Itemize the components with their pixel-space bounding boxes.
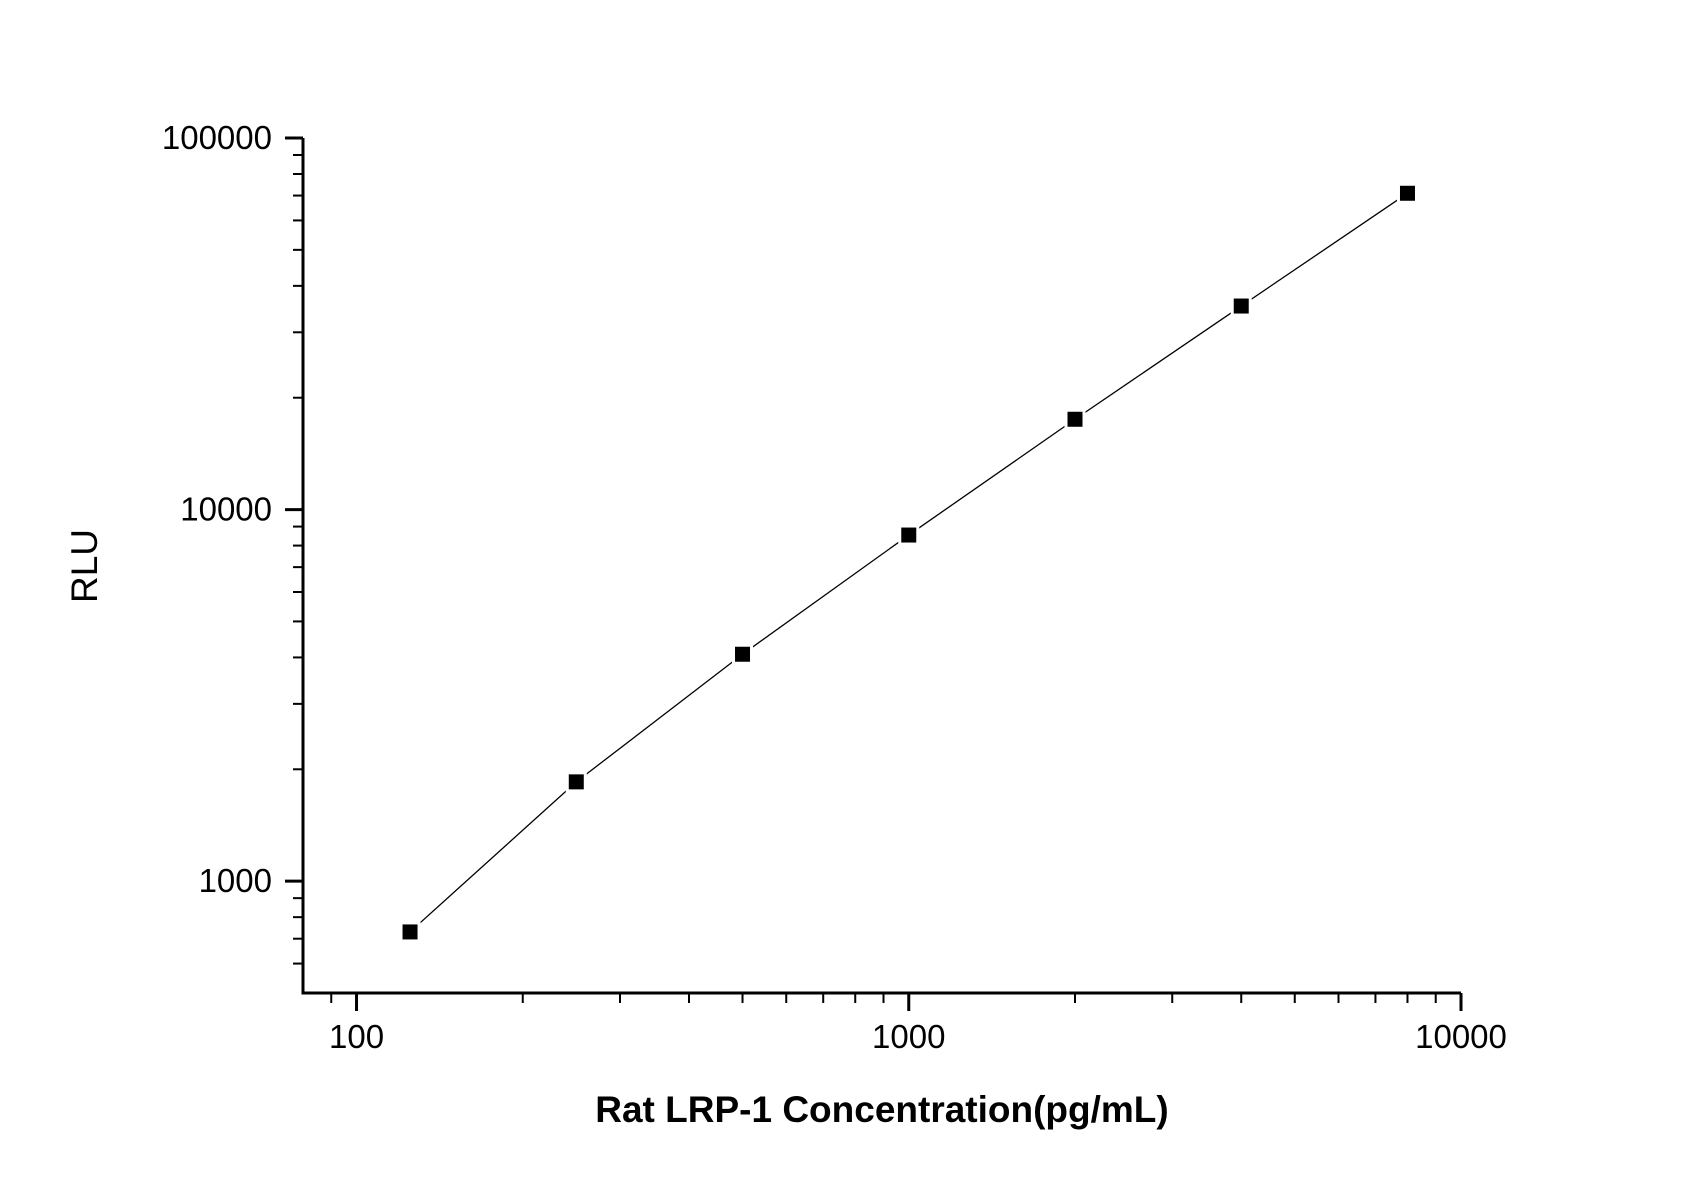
- x-tick-label: 1000: [872, 1018, 945, 1055]
- axes: [301, 138, 1461, 995]
- x-axis-title: Rat LRP-1 Concentration(pg/mL): [595, 1089, 1168, 1130]
- data-point-marker: [901, 527, 917, 543]
- data-point-marker: [568, 774, 584, 790]
- x-tick-label: 100: [329, 1018, 384, 1055]
- axis-spines: [301, 138, 1461, 995]
- y-tick-label: 1000: [199, 862, 272, 899]
- y-axis-ticks: 1000 10000 100000: [162, 119, 303, 965]
- y-axis-title: RLU: [64, 529, 105, 603]
- series-line: [409, 192, 1408, 933]
- y-tick-label: 100000: [162, 119, 272, 156]
- data-point-marker: [1233, 298, 1249, 314]
- data-point-marker: [735, 646, 751, 662]
- data-point-marker: [1067, 411, 1083, 427]
- x-tick-label: 10000: [1415, 1018, 1507, 1055]
- x-axis-ticks: 100 1000 10000: [329, 993, 1507, 1055]
- data-series: [399, 182, 1418, 943]
- data-point-marker: [402, 924, 418, 940]
- data-point-marker: [1399, 185, 1415, 201]
- y-tick-label: 10000: [180, 491, 272, 528]
